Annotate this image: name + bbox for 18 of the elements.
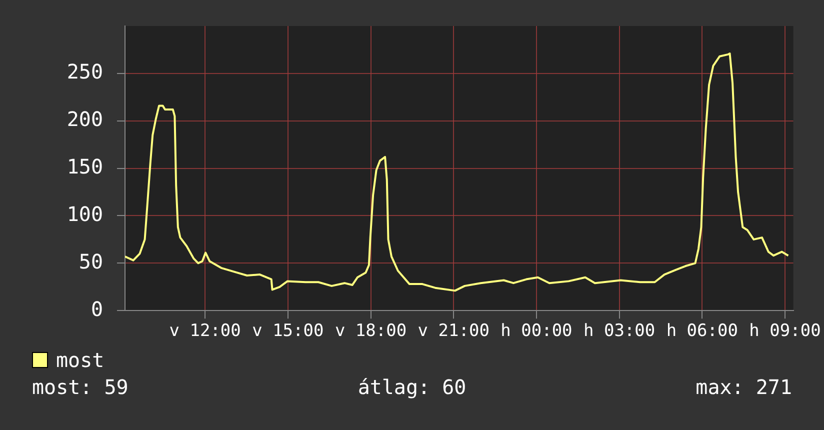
x-tick-label: v 21:00 xyxy=(418,321,490,342)
y-tick-label: 0 xyxy=(90,296,103,321)
x-tick-label: v 18:00 xyxy=(334,321,407,342)
x-tick-label: h 00:00 xyxy=(500,321,572,342)
x-tick-label: h 03:00 xyxy=(583,321,656,342)
y-tick-label: 250 xyxy=(66,60,103,84)
x-tick-label: h 06:00 xyxy=(666,321,738,342)
x-tick-label: v 15:00 xyxy=(252,321,324,342)
y-tick-label: 100 xyxy=(66,202,103,226)
y-tick-label: 50 xyxy=(78,249,103,274)
x-tick-label: v 12:00 xyxy=(169,321,241,342)
x-tick-label: h 09:00 xyxy=(749,321,821,342)
text: átlag: 60 xyxy=(358,375,466,399)
legend-label: most xyxy=(56,348,104,372)
text: max: 271 xyxy=(696,375,792,399)
y-tick-label: 150 xyxy=(66,154,103,179)
y-tick-label: 200 xyxy=(66,107,103,132)
text: most: 59 xyxy=(32,375,128,399)
